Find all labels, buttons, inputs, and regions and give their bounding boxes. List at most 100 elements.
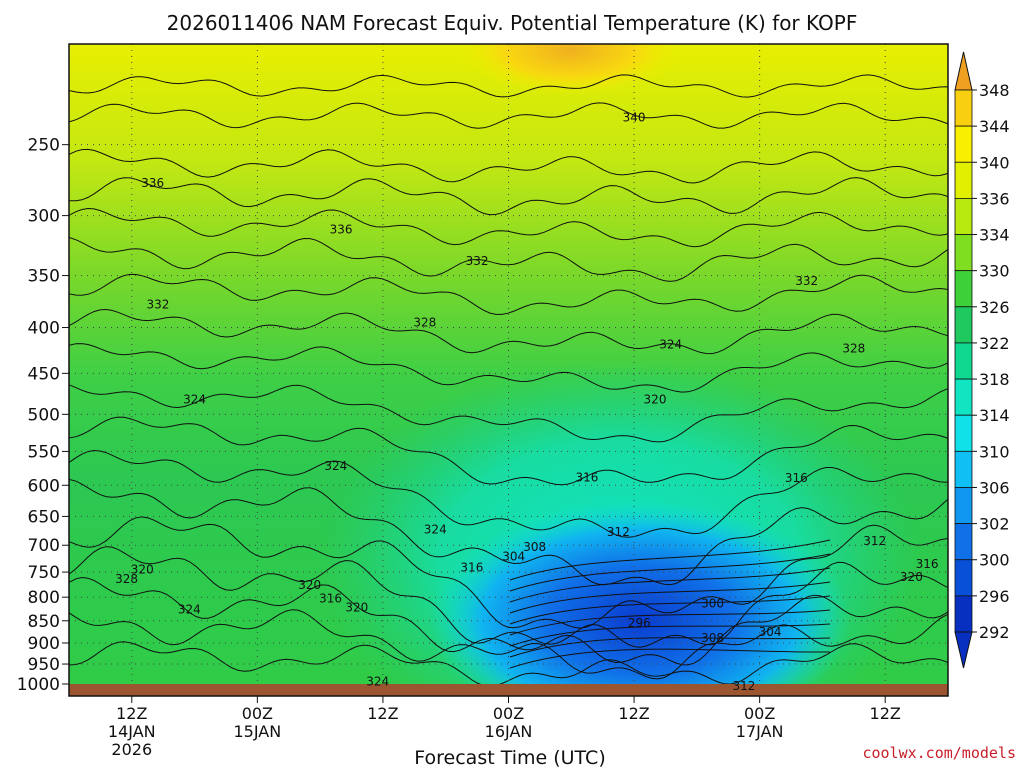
field-background <box>69 44 948 684</box>
colorbar-swatch <box>954 125 973 163</box>
contour-line <box>69 384 948 443</box>
y-tick-label: 1000 <box>17 675 60 695</box>
contour-label: 316 <box>785 471 808 485</box>
colorbar-swatch <box>954 234 973 272</box>
contour-line <box>69 479 948 586</box>
colorbar-label: 296 <box>979 587 1010 606</box>
y-tick-label: 550 <box>28 442 60 462</box>
colorbar-arrow-top <box>954 51 973 91</box>
x-tick-label: 12Z <box>870 704 901 723</box>
colorbar-swatch <box>954 487 973 525</box>
contour-label: 332 <box>466 254 489 268</box>
x-tick-label: 15JAN <box>233 722 281 741</box>
y-tick-label: 250 <box>28 136 60 156</box>
colorbar-swatch <box>954 342 973 380</box>
x-axis-label: Forecast Time (UTC) <box>414 747 605 768</box>
x-tick-label: 14JAN <box>108 722 156 741</box>
contour-line <box>69 102 948 129</box>
contour-line <box>69 207 948 248</box>
colorbar-label: 340 <box>979 153 1010 172</box>
y-tick-label: 350 <box>28 267 60 287</box>
colorbar-label: 292 <box>979 623 1010 642</box>
x-tick-label: 00Z <box>744 704 775 723</box>
colorbar-arrow-bottom <box>954 631 973 669</box>
y-tick-label: 450 <box>28 364 60 384</box>
contour-line <box>509 567 831 603</box>
contour-label: 324 <box>178 603 201 617</box>
y-tick-label: 500 <box>28 405 60 425</box>
contour-label: 324 <box>183 392 206 406</box>
y-tick-label: 800 <box>28 588 60 608</box>
contour-label: 336 <box>141 176 164 190</box>
contour-label: 324 <box>659 338 682 352</box>
colorbar-label: 336 <box>979 189 1010 208</box>
ground-strip <box>69 684 948 696</box>
contour-label: 320 <box>345 601 368 615</box>
x-tick-label: 16JAN <box>485 722 533 741</box>
y-tick-label: 400 <box>28 319 60 339</box>
colorbar-swatch <box>954 414 973 452</box>
contour-line <box>509 581 831 614</box>
contour-label: 340 <box>623 110 646 124</box>
colorbar-swatch <box>954 559 973 597</box>
colorbar-label: 310 <box>979 442 1010 461</box>
contour-line <box>69 177 948 216</box>
credit: coolwx.com/models <box>862 744 1016 762</box>
contour-line <box>69 74 948 98</box>
contour-label: 324 <box>424 522 447 536</box>
contour-label: 336 <box>330 223 353 237</box>
colorbar-swatch <box>954 450 973 488</box>
colorbar-label: 334 <box>979 226 1010 245</box>
y-tick-label: 750 <box>28 563 60 583</box>
contour-line <box>69 308 948 355</box>
contour-label: 304 <box>759 625 782 639</box>
contour-label: 316 <box>576 470 599 484</box>
contour-line <box>69 273 948 315</box>
contour-label: 312 <box>863 534 886 548</box>
contour-line <box>69 148 948 184</box>
y-tick-label: 950 <box>28 655 60 675</box>
contour-label: 332 <box>146 297 169 311</box>
colorbar-label: 318 <box>979 370 1010 389</box>
colorbar-label: 300 <box>979 551 1010 570</box>
x-tick-label: 2026 <box>111 740 152 759</box>
contour-line <box>509 553 831 592</box>
y-tick-label: 600 <box>28 476 60 496</box>
contour-line <box>509 637 831 658</box>
contour-line <box>69 343 948 393</box>
y-tick-label: 900 <box>28 634 60 654</box>
colorbar-swatch <box>954 89 973 127</box>
colorbar-label: 326 <box>979 298 1010 317</box>
contour-label: 332 <box>795 274 818 288</box>
contour-line <box>69 237 948 282</box>
y-tick-label: 300 <box>28 207 60 227</box>
contour-label: 328 <box>413 316 436 330</box>
colorbar-swatch <box>954 270 973 308</box>
grid <box>69 44 948 684</box>
contour-line <box>69 609 948 680</box>
colorbar-swatch <box>954 595 973 633</box>
contour-label: 308 <box>701 631 724 645</box>
colorbar-label: 314 <box>979 406 1010 425</box>
contour-label: 320 <box>131 562 154 576</box>
x-tick-label: 17JAN <box>736 722 784 741</box>
contour-label: 320 <box>900 570 923 584</box>
contour-label: 316 <box>916 557 939 571</box>
contour-label: 316 <box>460 560 483 574</box>
colorbar-label: 306 <box>979 478 1010 497</box>
contour-line <box>509 623 831 647</box>
colorbar-label: 302 <box>979 515 1010 534</box>
contour-label: 320 <box>298 578 321 592</box>
colorbar-swatch <box>954 378 973 416</box>
x-tick-label: 12Z <box>116 704 147 723</box>
x-tick-label: 12Z <box>618 704 649 723</box>
colorbar: 348 344 340 336 334 330 326 322 318 314 310 306 302 3… <box>954 51 1010 669</box>
contour-label: 308 <box>523 540 546 554</box>
contour-line <box>509 648 831 669</box>
contour-labels: 340 336 336 332 332 332 328 328 328 324 324 324 324 3… <box>115 110 938 693</box>
x-tick-label: 12Z <box>367 704 398 723</box>
contour-label: 320 <box>644 392 667 406</box>
contour-line <box>69 449 948 538</box>
